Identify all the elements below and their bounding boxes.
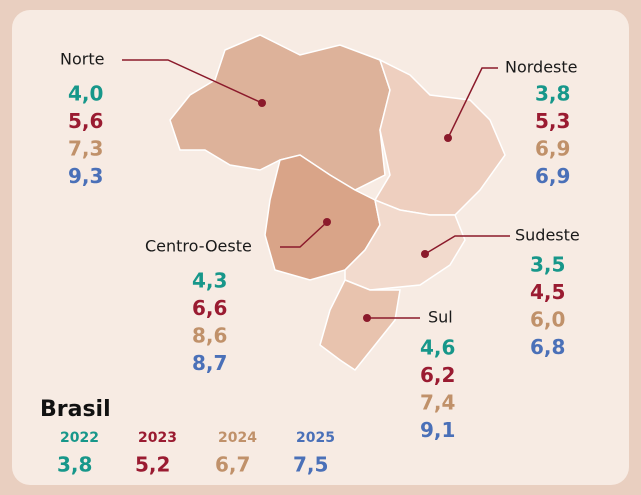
region-value: 9,3 xyxy=(68,164,103,188)
region-label: Sudeste xyxy=(515,226,580,245)
brasil-title: Brasil xyxy=(40,397,111,422)
region-value: 7,4 xyxy=(420,391,455,415)
year-label: 2024 xyxy=(218,430,257,446)
region-value: 8,6 xyxy=(192,324,227,348)
brasil-value: 5,2 xyxy=(135,453,170,477)
region-sul xyxy=(319,279,401,372)
brasil-value: 6,7 xyxy=(215,453,250,477)
region-value: 6,9 xyxy=(535,164,570,188)
year-label: 2025 xyxy=(296,430,335,446)
region-value: 9,1 xyxy=(420,418,455,442)
region-value: 6,2 xyxy=(420,363,455,387)
region-value: 6,6 xyxy=(192,296,227,320)
region-value: 6,8 xyxy=(530,335,565,359)
leader-dot xyxy=(258,99,266,107)
region-label: Centro-Oeste xyxy=(145,237,252,256)
region-value: 4,6 xyxy=(420,336,455,360)
leader-line xyxy=(424,235,510,255)
region-label: Sul xyxy=(428,308,453,327)
region-value: 5,6 xyxy=(68,109,103,133)
region-label: Nordeste xyxy=(505,58,578,77)
leader-line xyxy=(122,59,263,104)
leaders xyxy=(122,59,510,322)
leader-line xyxy=(447,67,498,139)
year-label: 2022 xyxy=(60,430,99,446)
region-value: 7,3 xyxy=(68,137,103,161)
region-value: 8,7 xyxy=(192,351,227,375)
region-value: 5,3 xyxy=(535,109,570,133)
map xyxy=(169,34,506,372)
brasil-value: 7,5 xyxy=(293,453,328,477)
leader-dot xyxy=(421,250,429,258)
leader-dot xyxy=(323,218,331,226)
region-label: Norte xyxy=(60,50,104,69)
region-value: 6,0 xyxy=(530,308,565,332)
region-value: 6,9 xyxy=(535,137,570,161)
region-value: 3,8 xyxy=(535,82,570,106)
year-label: 2023 xyxy=(138,430,177,446)
leader-dot xyxy=(444,134,452,142)
region-value: 4,0 xyxy=(68,82,103,106)
brasil-value: 3,8 xyxy=(57,453,92,477)
region-sudeste xyxy=(344,198,466,291)
region-value: 4,5 xyxy=(530,280,565,304)
leader-dot xyxy=(363,314,371,322)
region-value: 4,3 xyxy=(192,269,227,293)
leader-line xyxy=(280,221,328,248)
region-value: 3,5 xyxy=(530,253,565,277)
